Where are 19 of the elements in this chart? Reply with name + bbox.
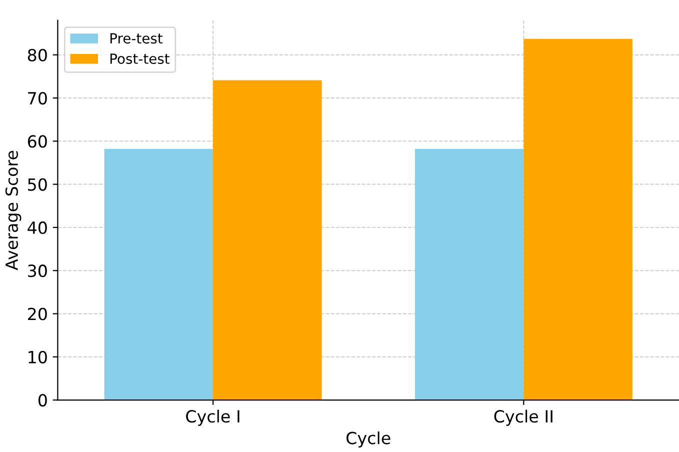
y-axis-title: Average Score — [5, 150, 22, 270]
x-tick-label: Cycle II — [494, 410, 552, 426]
bar — [414, 148, 524, 400]
y-tick-label: 80 — [28, 48, 47, 62]
x-tick-label: Cycle I — [186, 410, 240, 426]
bar — [524, 38, 632, 400]
y-tick-label: 0 — [38, 394, 47, 407]
y-tick-label: 60 — [28, 135, 47, 148]
y-tick-label: 20 — [28, 308, 47, 320]
x-axis-title: Cycle — [346, 431, 390, 448]
y-tick-label: 50 — [28, 178, 47, 191]
legend-label: Pre-test — [110, 33, 163, 44]
legend-label: Post-test — [110, 54, 170, 64]
y-tick-label: 10 — [28, 350, 47, 364]
bar — [104, 148, 214, 400]
y-tick-label: 30 — [28, 264, 47, 278]
y-tick-label: 40 — [28, 221, 47, 234]
bar — [213, 80, 322, 400]
y-tick-label: 70 — [28, 92, 47, 105]
